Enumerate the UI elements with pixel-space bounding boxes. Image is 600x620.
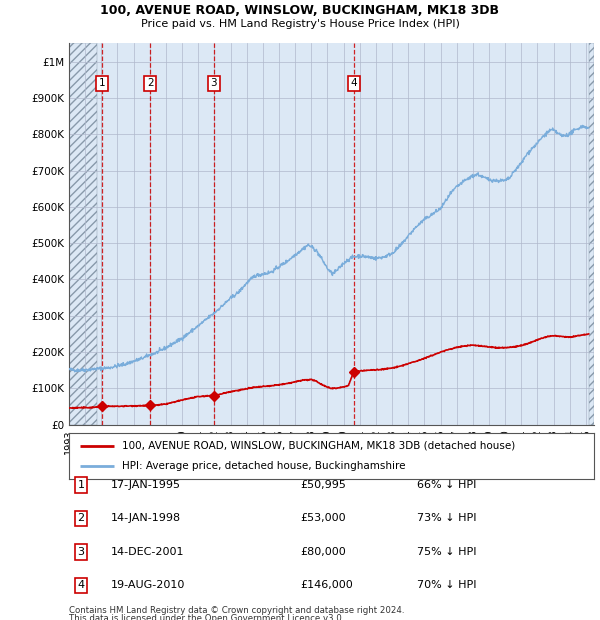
- Text: 14-DEC-2001: 14-DEC-2001: [111, 547, 185, 557]
- Text: 4: 4: [350, 78, 357, 88]
- Text: £50,995: £50,995: [300, 480, 346, 490]
- Text: 100, AVENUE ROAD, WINSLOW, BUCKINGHAM, MK18 3DB: 100, AVENUE ROAD, WINSLOW, BUCKINGHAM, M…: [101, 4, 499, 17]
- Text: This data is licensed under the Open Government Licence v3.0.: This data is licensed under the Open Gov…: [69, 614, 344, 620]
- Text: 3: 3: [211, 78, 217, 88]
- Text: 70% ↓ HPI: 70% ↓ HPI: [417, 580, 476, 590]
- Text: £80,000: £80,000: [300, 547, 346, 557]
- Text: 100, AVENUE ROAD, WINSLOW, BUCKINGHAM, MK18 3DB (detached house): 100, AVENUE ROAD, WINSLOW, BUCKINGHAM, M…: [121, 441, 515, 451]
- Text: Price paid vs. HM Land Registry's House Price Index (HPI): Price paid vs. HM Land Registry's House …: [140, 19, 460, 29]
- Text: 73% ↓ HPI: 73% ↓ HPI: [417, 513, 476, 523]
- Text: 1: 1: [77, 480, 85, 490]
- Bar: [69, 43, 97, 425]
- Text: £146,000: £146,000: [300, 580, 353, 590]
- Text: 75% ↓ HPI: 75% ↓ HPI: [417, 547, 476, 557]
- Text: HPI: Average price, detached house, Buckinghamshire: HPI: Average price, detached house, Buck…: [121, 461, 405, 471]
- Text: 2: 2: [77, 513, 85, 523]
- Text: 1: 1: [98, 78, 105, 88]
- Text: 4: 4: [77, 580, 85, 590]
- Text: 19-AUG-2010: 19-AUG-2010: [111, 580, 185, 590]
- Text: Contains HM Land Registry data © Crown copyright and database right 2024.: Contains HM Land Registry data © Crown c…: [69, 606, 404, 616]
- Text: 14-JAN-1998: 14-JAN-1998: [111, 513, 181, 523]
- Text: £53,000: £53,000: [300, 513, 346, 523]
- Text: 3: 3: [77, 547, 85, 557]
- Text: 2: 2: [147, 78, 154, 88]
- Text: 17-JAN-1995: 17-JAN-1995: [111, 480, 181, 490]
- Text: 66% ↓ HPI: 66% ↓ HPI: [417, 480, 476, 490]
- Bar: [589, 43, 594, 425]
